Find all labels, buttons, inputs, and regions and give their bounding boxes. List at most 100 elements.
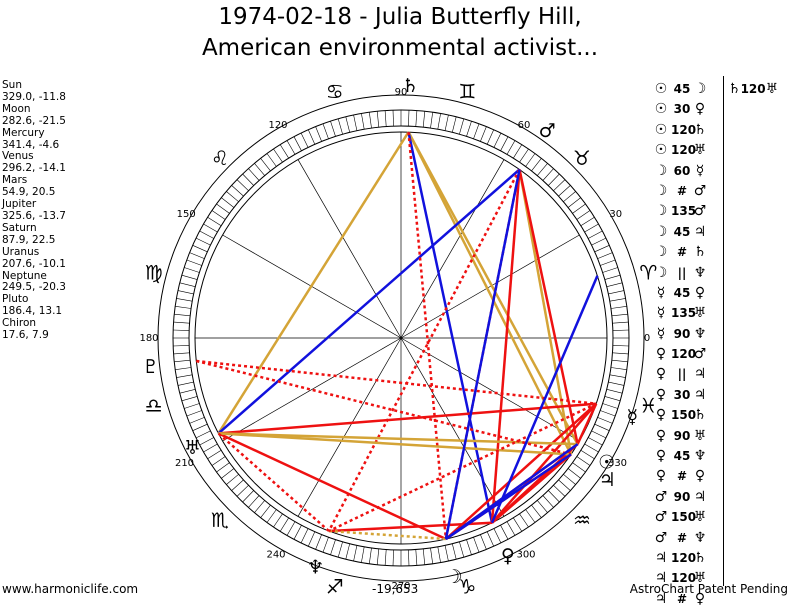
aspect-row: ♀ 45 ♆ xyxy=(651,446,707,466)
aspect-line xyxy=(407,131,448,540)
degree-tick xyxy=(548,173,560,186)
aspect-row: ☉ 45 ☽ xyxy=(651,79,707,99)
zodiac-sign-glyph: ♌ xyxy=(211,146,229,170)
degree-tick xyxy=(384,110,387,127)
degree-tick xyxy=(408,110,410,127)
degree-tick xyxy=(177,381,194,386)
planet-glyph: ♄ xyxy=(693,121,707,138)
aspect-value: 150 xyxy=(671,408,697,423)
aspect-line xyxy=(491,443,579,524)
zodiac-sign-glyph: ♉ xyxy=(573,146,591,170)
degree-tick xyxy=(199,230,214,239)
planet-glyph: ☽ xyxy=(654,244,668,261)
degree-label: 330 xyxy=(608,458,627,469)
degree-tick xyxy=(203,443,218,453)
degree-label: 240 xyxy=(266,550,285,561)
degree-tick xyxy=(174,359,191,363)
degree-tick xyxy=(361,113,365,130)
degree-tick xyxy=(353,114,358,131)
footer-patent-note: AstroChart Patent Pending xyxy=(629,582,788,596)
aspect-value: 45 xyxy=(673,224,691,239)
degree-tick xyxy=(602,267,618,273)
aspect-value: # xyxy=(676,469,688,484)
degree-tick xyxy=(500,525,509,540)
degree-tick xyxy=(184,267,200,273)
planet-glyph: ☿ xyxy=(656,325,666,342)
degree-label: 150 xyxy=(177,209,196,220)
zodiac-sign-glyph: ♊ xyxy=(458,80,476,104)
degree-tick xyxy=(513,517,523,532)
degree-tick xyxy=(226,474,239,485)
degree-tick xyxy=(199,437,214,446)
degree-tick xyxy=(376,548,380,565)
aspect-row: ♂ 90 ♃ xyxy=(651,487,707,507)
uranus-glyph: ♅ xyxy=(184,437,201,459)
degree-tick xyxy=(392,549,394,566)
degree-tick xyxy=(563,191,576,202)
aspect-line xyxy=(490,169,521,523)
degree-tick xyxy=(452,116,457,133)
degree-label: 120 xyxy=(268,120,287,131)
degree-tick xyxy=(345,543,350,560)
mercury-glyph: ☿ xyxy=(626,406,638,428)
aspect-line xyxy=(407,131,579,445)
degree-tick xyxy=(181,396,198,402)
aspect-row: ♃ 120♅ xyxy=(651,568,707,588)
degree-tick xyxy=(466,539,472,555)
degree-tick xyxy=(558,479,571,491)
degree-label: 270 xyxy=(391,581,410,592)
aspect-row: ☉ 30 ♀ xyxy=(651,99,707,119)
degree-tick xyxy=(437,546,441,563)
degree-tick xyxy=(588,437,603,446)
degree-tick xyxy=(606,282,623,287)
degree-tick xyxy=(422,111,426,128)
aspect-line xyxy=(407,131,494,524)
degree-tick xyxy=(369,547,372,564)
aspect-row: ☉ 120♄ xyxy=(651,120,707,140)
planet-glyph: ♆ xyxy=(693,264,707,281)
aspect-value: 60 xyxy=(673,163,691,178)
aspect-value: # xyxy=(676,530,688,545)
house-spoke xyxy=(297,159,402,339)
degree-tick xyxy=(553,485,566,497)
degree-tick xyxy=(179,389,196,394)
degree-tick xyxy=(293,136,302,151)
degree-tick xyxy=(608,290,625,295)
planet-glyph: ♂ xyxy=(693,182,707,199)
planet-glyph: ♃ xyxy=(693,488,707,505)
degree-tick xyxy=(231,185,244,197)
degree-tick xyxy=(588,230,603,239)
degree-tick xyxy=(525,509,536,523)
degree-label: 0 xyxy=(644,333,650,344)
chart-title-line2: American environmental activist... xyxy=(201,35,599,61)
degree-tick xyxy=(279,517,289,532)
degree-tick xyxy=(308,129,316,145)
degree-tick xyxy=(610,367,627,370)
planet-glyph: ☿ xyxy=(656,305,666,322)
degree-tick xyxy=(173,345,190,347)
saturn-glyph: ♄ xyxy=(402,75,419,97)
degree-tick xyxy=(567,468,581,479)
venus-glyph: ♀ xyxy=(501,545,515,567)
degree-tick xyxy=(553,179,566,191)
degree-tick xyxy=(558,185,571,197)
aspect-row: ♀ 30 ♃ xyxy=(651,385,707,405)
degree-tick xyxy=(242,490,254,503)
degree-tick xyxy=(537,163,548,176)
aspect-line xyxy=(217,432,330,532)
zodiac-sign-glyph: ♎ xyxy=(145,393,163,417)
planet-glyph: ♂ xyxy=(693,346,707,363)
degree-tick xyxy=(486,531,494,547)
degree-tick xyxy=(260,158,271,172)
planet-glyph: ♃ xyxy=(693,223,707,240)
aspect-row: ♃ 120♄ xyxy=(651,548,707,568)
aspect-value: 90 xyxy=(673,489,691,504)
planet-glyph: ☽ xyxy=(654,203,668,220)
moon-glyph: ☽ xyxy=(446,566,463,588)
planet-glyph: ♀ xyxy=(655,407,667,424)
aspect-row: ☿ 45 ♀ xyxy=(651,283,707,303)
degree-tick xyxy=(563,474,576,485)
degree-tick xyxy=(203,223,218,233)
degree-tick xyxy=(207,450,222,460)
zodiac-sign-glyph: ♓ xyxy=(639,393,657,417)
